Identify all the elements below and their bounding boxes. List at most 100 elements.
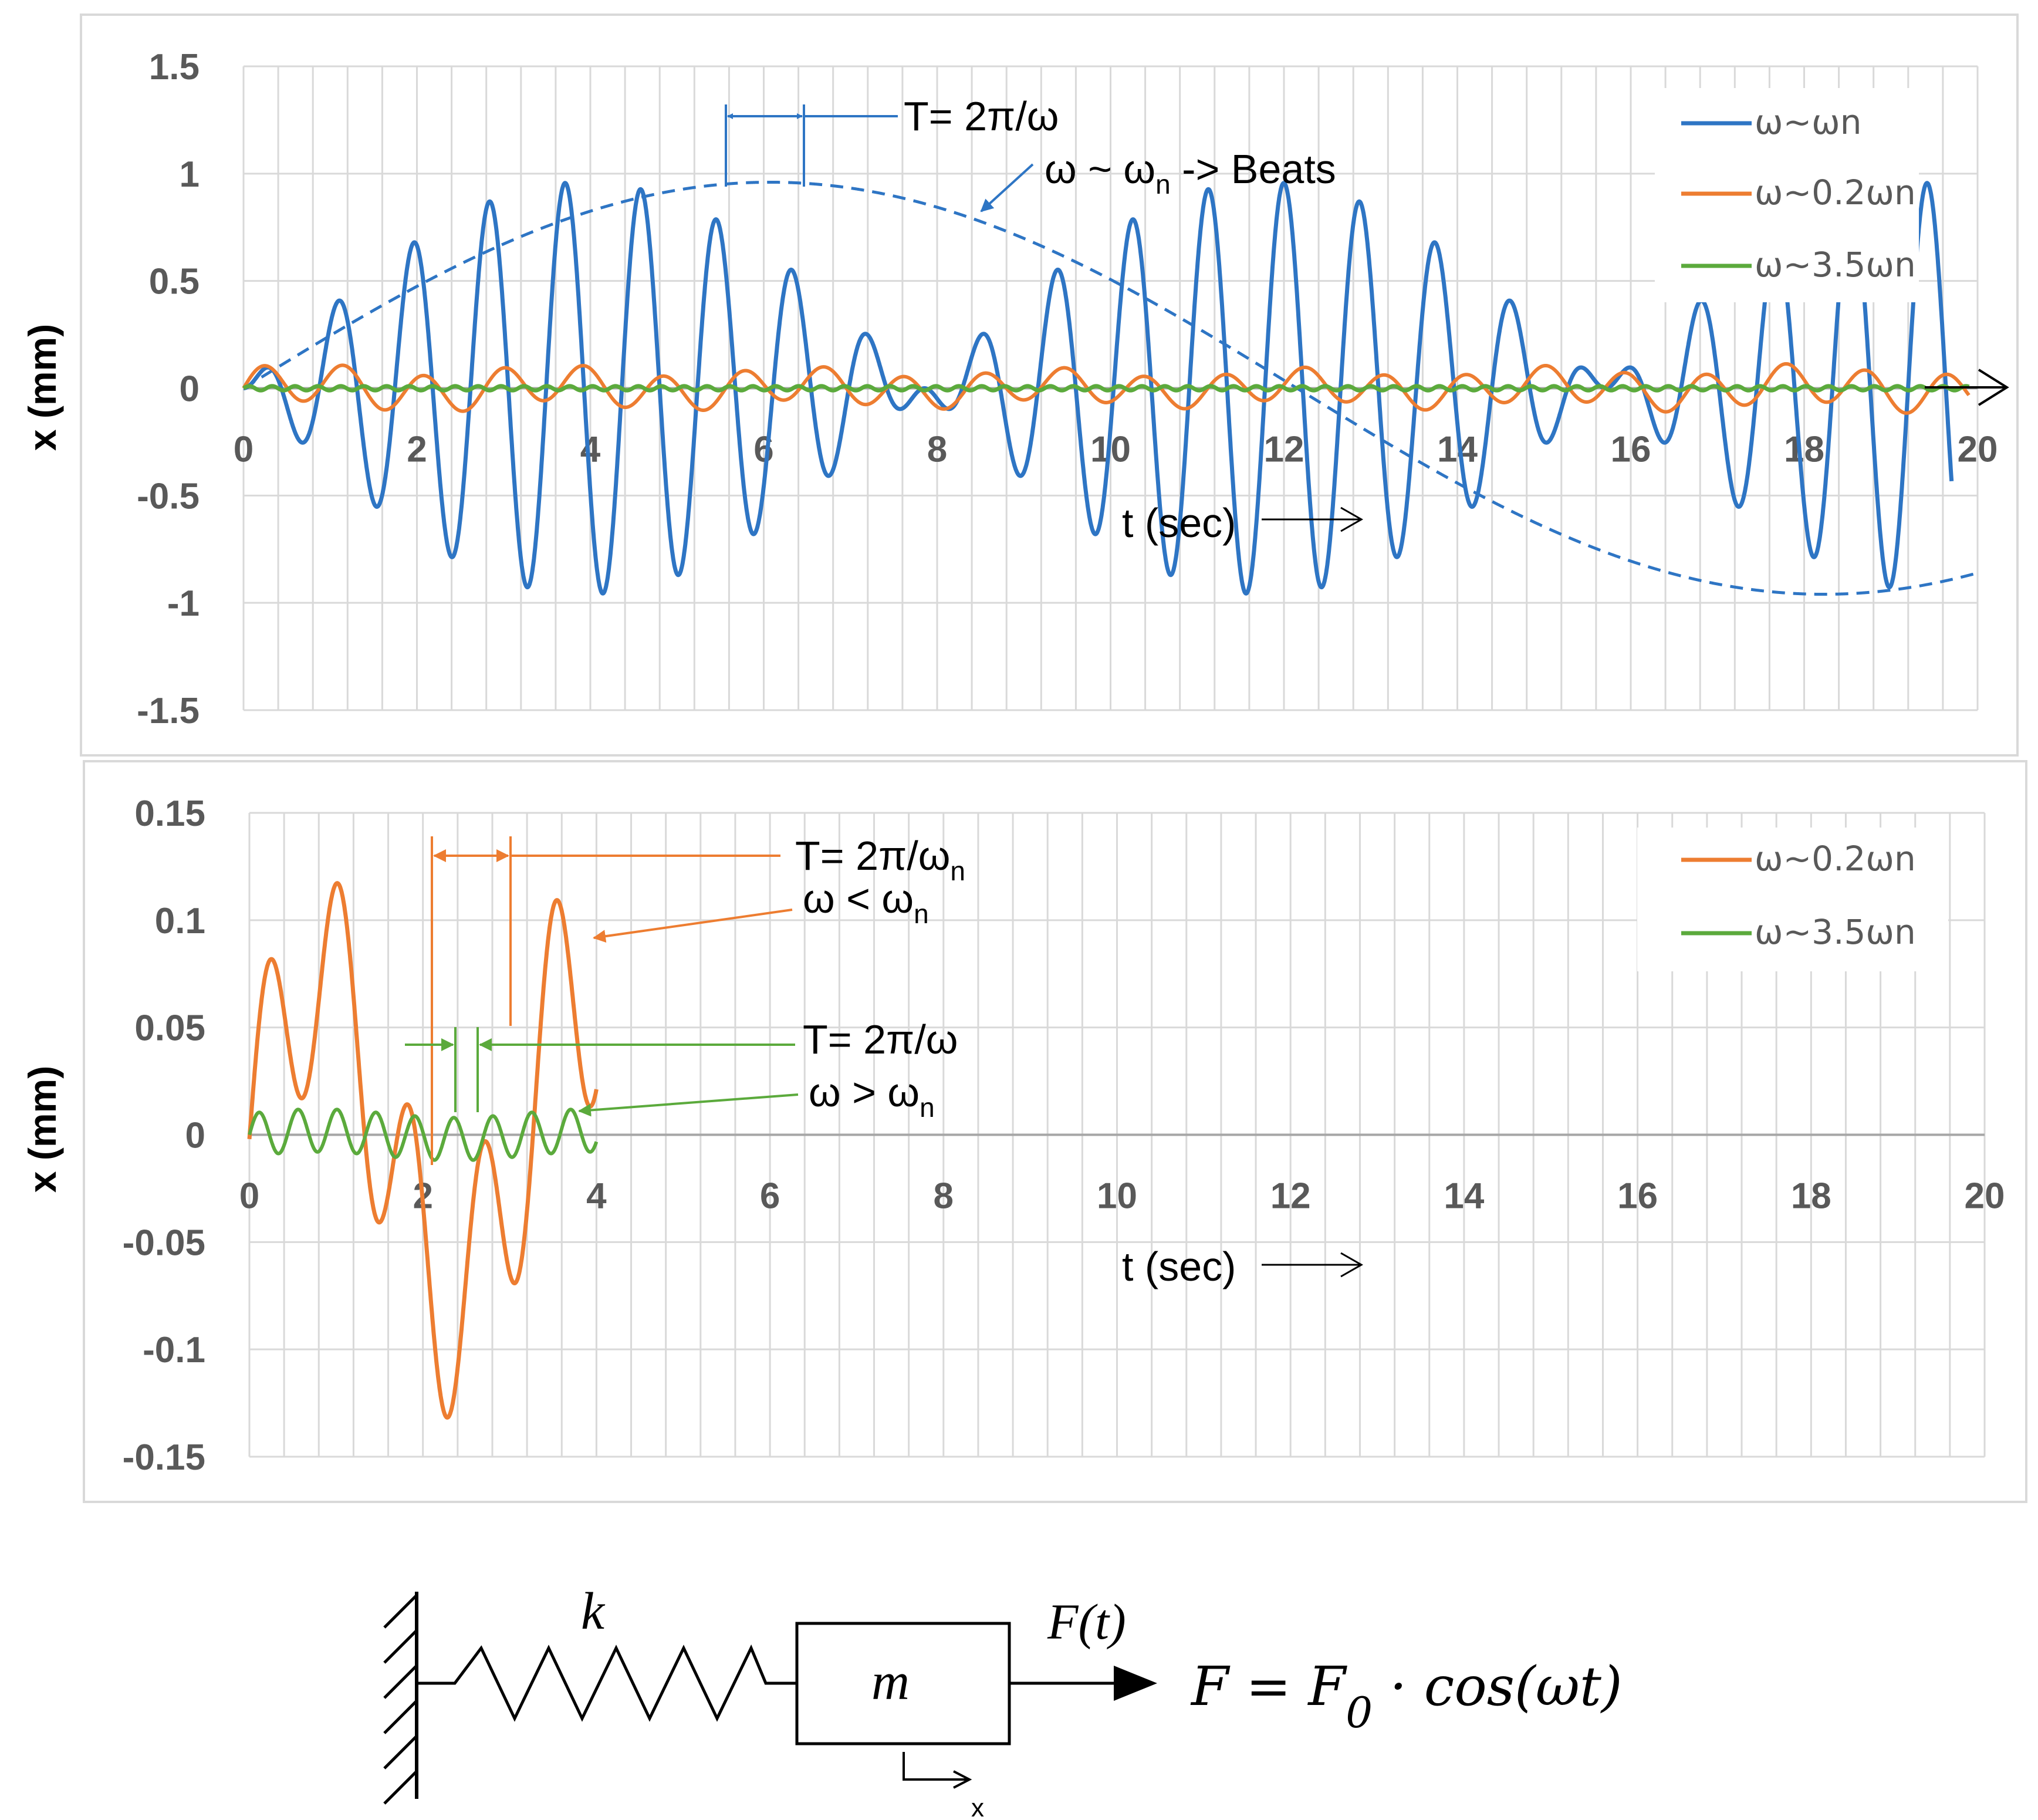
- x-tick-label: 16: [1611, 430, 1651, 470]
- x-tick-label: 20: [1965, 1176, 2005, 1217]
- series-line-w-35wn: [242, 384, 1970, 393]
- x-tick-label: 12: [1264, 430, 1304, 470]
- spring: [417, 1644, 797, 1722]
- hatch: [383, 1770, 418, 1805]
- orange-period-sub: n: [950, 856, 965, 886]
- bottom-legend-label-w-35wn: ω~3.5ωn: [1755, 912, 1916, 952]
- top-y-ticks: 1.5 1 0.5 0 -0.5 -1 -1.5: [137, 47, 200, 731]
- bottom-legend-box: [1637, 828, 1948, 971]
- y-tick-label: -0.5: [137, 476, 200, 516]
- x-tick-label: 8: [934, 1176, 954, 1217]
- x-tick-label: 16: [1617, 1176, 1658, 1217]
- period-label: T= 2π/ω: [904, 93, 1059, 139]
- bottom-y-ticks: 0.15 0.1 0.05 0 -0.05 -0.1 -0.15: [123, 793, 205, 1478]
- bottom-legend: ω~0.2ωn ω~3.5ωn: [1637, 828, 1948, 971]
- beats-leader-arrow: [980, 163, 1034, 212]
- beats-label-suffix: -> Beats: [1171, 146, 1336, 192]
- formula-suffix: · cos(ωt): [1373, 1655, 1623, 1718]
- formula-sub: 0: [1346, 1688, 1373, 1737]
- x-tick-label: 0: [234, 430, 254, 470]
- legend-label-w-35wn: ω~3.5ωn: [1755, 245, 1916, 285]
- x-tick-label: 14: [1444, 1176, 1484, 1217]
- bottom-x-ticks: 0 2 4 6 8 10 12 14 16 18 20: [239, 1176, 2005, 1217]
- beats-label-prefix: ω ~ ω: [1045, 146, 1155, 192]
- series-line-w-02wn: [242, 362, 1971, 415]
- hatch: [383, 1664, 418, 1699]
- mass-block: [795, 1622, 1011, 1745]
- y-tick-label: 0.05: [134, 1008, 205, 1049]
- top-chart: 1.510.50-0.5-1-1.5 0 2 4 6 8 10 12 14 16 18 20 x (…: [21, 13, 2019, 757]
- force-formula: F = F0 · cos(ωt): [1190, 1655, 1623, 1737]
- bottom-series-line-w-02wn: [247, 881, 599, 1420]
- green-period-annotation: T= 2π/ω ω > ωn: [405, 1017, 958, 1123]
- top-x-axis-arrowhead: [1978, 369, 2009, 406]
- y-tick-label: 0: [180, 369, 200, 410]
- legend-label-w-02wn: ω~0.2ωn: [1755, 173, 1916, 212]
- spring-mass-diagram: k m F(t) F = F0 · cos(ωt) x: [383, 1582, 1623, 1820]
- x-tick-label: 18: [1784, 430, 1824, 470]
- top-y-axis-label: x (mm): [21, 324, 64, 451]
- green-cond-prefix: ω > ω: [809, 1069, 920, 1115]
- legend-label-w-wn: ω~ωn: [1755, 102, 1862, 142]
- force-arrowhead: [1114, 1666, 1157, 1701]
- y-tick-label: 1: [180, 154, 200, 195]
- y-tick-label: 1.5: [149, 47, 200, 87]
- orange-condition-label: ω < ωn: [803, 876, 929, 929]
- y-tick-label: 0.15: [134, 793, 205, 834]
- displacement-arrow: [903, 1752, 968, 1781]
- orange-cond-prefix: ω < ω: [803, 876, 914, 921]
- orange-cond-sub: n: [914, 899, 929, 929]
- x-tick-label: 0: [239, 1176, 259, 1217]
- wall-hatching: [383, 1594, 418, 1805]
- bottom-chart: 0.150.10.050-0.05-0.1-0.15 0 2 4 6 8 10 12 14 16…: [21, 760, 2027, 1503]
- beats-label: ω ~ ωn -> Beats: [1045, 146, 1336, 200]
- green-condition-label: ω > ωn: [809, 1069, 935, 1123]
- mass-label: m: [871, 1653, 910, 1711]
- x-tick-label: 10: [1097, 1176, 1137, 1217]
- formula-prefix: F = F: [1190, 1655, 1347, 1718]
- x-tick-label: 6: [760, 1176, 780, 1217]
- displacement-label: x: [971, 1794, 984, 1820]
- hatch: [383, 1700, 418, 1734]
- bottom-xlabel-arrowhead: [1340, 1252, 1364, 1278]
- beats-label-sub: n: [1155, 169, 1171, 200]
- y-tick-label: -1.5: [137, 691, 200, 731]
- hatch: [383, 1629, 418, 1664]
- orange-condition-arrow: [593, 909, 793, 943]
- hatch: [383, 1594, 418, 1629]
- green-period-label: T= 2π/ω: [803, 1017, 958, 1062]
- top-x-axis-label: t (sec): [1122, 500, 1236, 546]
- orange-period-label: T= 2π/ωn: [795, 833, 965, 886]
- x-tick-label: 2: [407, 430, 427, 470]
- spring-label: k: [581, 1582, 606, 1640]
- y-tick-label: 0: [185, 1116, 205, 1156]
- series-line-w-wn: [243, 181, 1954, 596]
- x-tick-label: 18: [1791, 1176, 1831, 1217]
- bottom-y-axis-label: x (mm): [21, 1066, 64, 1193]
- bottom-legend-label-w-02wn: ω~0.2ωn: [1755, 839, 1916, 879]
- x-tick-label: 12: [1270, 1176, 1311, 1217]
- orange-period-prefix: T= 2π/ω: [795, 833, 950, 879]
- y-tick-label: -0.15: [123, 1437, 205, 1478]
- x-tick-label: 4: [586, 1176, 607, 1217]
- force-label: F(t): [1047, 1593, 1126, 1650]
- hatch: [383, 1735, 418, 1770]
- y-tick-label: -1: [167, 583, 200, 624]
- green-condition-arrow: [578, 1093, 799, 1117]
- bottom-x-axis-label: t (sec): [1122, 1244, 1236, 1289]
- top-xlabel-arrowhead: [1340, 507, 1364, 532]
- bottom-series-line-w-35wn: [248, 1107, 599, 1162]
- top-legend: ω~ωn ω~0.2ωn ω~3.5ωn: [1655, 88, 1919, 302]
- y-tick-label: 0.5: [149, 262, 200, 302]
- orange-period-annotation: T= 2π/ωn ω < ωn: [431, 833, 965, 1165]
- x-tick-label: 20: [1958, 430, 1998, 470]
- top-period-annotation: T= 2π/ω: [725, 93, 1059, 187]
- y-tick-label: -0.05: [123, 1223, 205, 1263]
- displacement-arrowhead: [953, 1770, 972, 1789]
- beats-envelope: [242, 180, 1978, 596]
- y-tick-label: 0.1: [155, 901, 205, 941]
- y-tick-label: -0.1: [143, 1330, 205, 1370]
- beats-annotation: ω ~ ωn -> Beats: [980, 146, 1336, 212]
- green-cond-sub: n: [920, 1092, 935, 1123]
